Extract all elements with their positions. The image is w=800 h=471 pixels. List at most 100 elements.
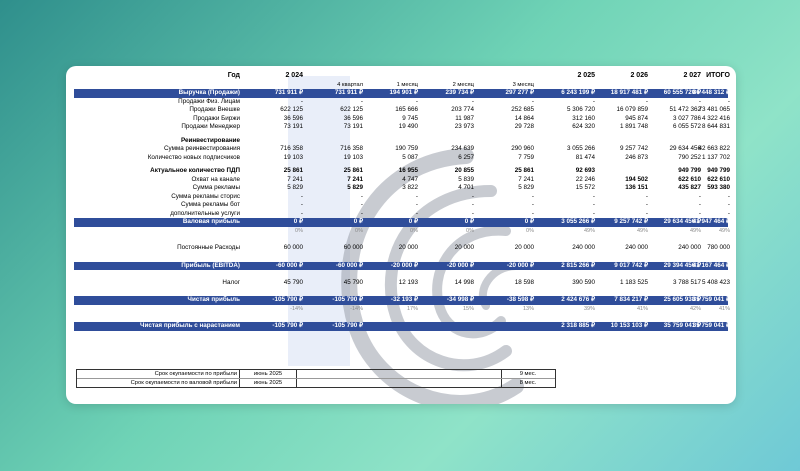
- table-cell: -: [471, 97, 474, 105]
- row-label: Чистая прибыль: [187, 296, 240, 303]
- table-cell: 234 639: [451, 145, 474, 152]
- col-header: 2 026: [630, 72, 648, 79]
- table-cell: -: [645, 97, 648, 105]
- table-cell: -20 000 ₽: [446, 261, 474, 269]
- financial-table: Год 2 024 2 025 2 026 2 027 ИТОГО 4 квар…: [74, 72, 730, 331]
- table-cell: 20 000: [514, 244, 534, 251]
- table-row: Охват на канале 7 241 7 241 4 747 5 839 7 241…: [74, 175, 730, 185]
- table-cell: 9 257 742 ₽: [614, 218, 648, 225]
- table-cell: 5 829: [518, 184, 534, 191]
- table-cell: 13%: [522, 305, 534, 312]
- table-cell: -: [415, 192, 418, 200]
- table-cell: -: [300, 192, 303, 200]
- table-cell: -: [531, 97, 534, 105]
- table-row: Чистая прибыль с нарастанием -105 790 ₽ -1…: [74, 322, 730, 331]
- table-cell: 3 055 266: [566, 145, 595, 152]
- table-cell: 60 555 720 ₽: [663, 89, 701, 96]
- row-label: Актуальное количество ПДП: [150, 167, 240, 174]
- table-cell: 194 901 ₽: [389, 89, 418, 96]
- table-cell: 4 747: [402, 175, 418, 183]
- table-cell: 9 745: [402, 114, 418, 122]
- table-row: [74, 270, 728, 279]
- col-header: ИТОГО: [706, 72, 730, 79]
- row-label: Охват на канале: [191, 175, 240, 183]
- row-label: Прибыль (EBITDA): [181, 261, 240, 269]
- table-cell: 290 960: [511, 145, 534, 152]
- table-cell: 9 017 742 ₽: [614, 261, 648, 269]
- table-cell: 9 257 742: [619, 145, 648, 152]
- table-cell: 2 815 266 ₽: [561, 261, 595, 269]
- table-cell: -: [360, 201, 363, 208]
- table-cell: 15%: [462, 305, 474, 312]
- col-header: 2 024: [285, 72, 303, 79]
- table-cell: 622 610: [678, 175, 701, 183]
- table-row: Прибыль (EBITDA) -60 000 ₽ -60 000 ₽ -20 00…: [74, 261, 730, 270]
- table-cell: 19 103: [283, 153, 303, 161]
- table-cell: -: [592, 209, 595, 217]
- table-cell: 41%: [718, 305, 730, 312]
- table-cell: 49%: [636, 227, 648, 234]
- table-cell: 240 000: [625, 244, 648, 251]
- table-cell: 73 191: [283, 123, 303, 130]
- table-cell: 11 987: [455, 114, 474, 122]
- table-cell: 297 277 ₽: [505, 89, 534, 96]
- payback-table: Срок окупаемости по прибыли июнь 2025 9 …: [76, 369, 556, 388]
- table-cell: -: [415, 201, 418, 208]
- table-cell: 5 829: [287, 184, 303, 191]
- table-cell: 0%: [526, 227, 534, 234]
- row-label: Продажи Биржи: [193, 114, 240, 122]
- table-cell: -: [727, 192, 730, 200]
- table-cell: 49%: [583, 227, 595, 234]
- table-cell: 36 596: [343, 114, 363, 122]
- table-cell: 29 634 456 ₽: [663, 218, 701, 225]
- table-cell: 60 000: [343, 244, 363, 251]
- table-cell: 0 ₽: [524, 218, 534, 225]
- table-cell: 18 917 481 ₽: [610, 89, 648, 96]
- table-cell: 4 701: [458, 184, 474, 191]
- table-cell: 25 861: [283, 167, 303, 174]
- table-cell: 25 861: [343, 167, 363, 174]
- row-label: Продажи Менеджер: [181, 123, 240, 130]
- table-row: Актуальное количество ПДП 25 861 25 861 16 …: [74, 167, 730, 176]
- table-cell: 790 252: [678, 153, 701, 161]
- table-cell: 622 610: [707, 175, 730, 183]
- table-header-row: Год 2 024 2 025 2 026 2 027 ИТОГО: [74, 72, 730, 81]
- table-cell: 14 998: [454, 278, 474, 286]
- table-row: Налог 45 790 45 790 12 193 14 998 18 598 390 5…: [74, 278, 730, 288]
- payback-label: Срок окупаемости по прибыли: [154, 371, 237, 377]
- table-cell: 12 193: [398, 278, 418, 286]
- table-cell: -: [645, 209, 648, 217]
- row-label: Продажи Физ. Лицам: [178, 97, 240, 105]
- table-cell: 5 829: [347, 184, 363, 191]
- table-cell: 5 839: [458, 175, 474, 183]
- table-row: Продажи Физ. Лицам - - - - - - - - -: [74, 97, 730, 107]
- table-cell: 0%: [410, 227, 418, 234]
- table-cell: 5 408 423: [701, 278, 730, 286]
- table-cell: -: [698, 97, 701, 105]
- table-cell: 716 358: [340, 145, 363, 152]
- table-cell: 6 055 572: [672, 123, 701, 130]
- col-subheader: 3 месяц: [512, 81, 534, 88]
- table-row: [74, 287, 728, 296]
- table-cell: 203 774: [451, 106, 474, 113]
- payback-months: 8 мес.: [519, 380, 537, 386]
- table-cell: -: [471, 209, 474, 217]
- payback-row: Срок окупаемости по валовой прибыли июнь…: [77, 379, 555, 387]
- table-cell: -20 000 ₽: [390, 261, 418, 269]
- row-label: Реинвестирование: [180, 136, 240, 144]
- table-cell: -14%: [290, 305, 303, 312]
- table-cell: 19 103: [343, 153, 363, 161]
- table-cell: 1 891 748: [619, 123, 648, 130]
- table-cell: 35 759 041 ₽: [692, 322, 730, 329]
- table-cell: 49%: [689, 227, 701, 234]
- table-row: Реинвестирование: [74, 137, 728, 146]
- table-cell: 7 241: [347, 175, 363, 183]
- table-cell: -: [360, 192, 363, 200]
- table-cell: -: [727, 201, 730, 208]
- table-cell: 716 358: [280, 145, 303, 152]
- table-cell: 39%: [583, 305, 595, 312]
- table-cell: -: [727, 97, 730, 105]
- table-cell: 949 799: [678, 167, 701, 174]
- table-cell: 42 663 822: [698, 145, 730, 152]
- table-cell: 246 873: [625, 153, 648, 161]
